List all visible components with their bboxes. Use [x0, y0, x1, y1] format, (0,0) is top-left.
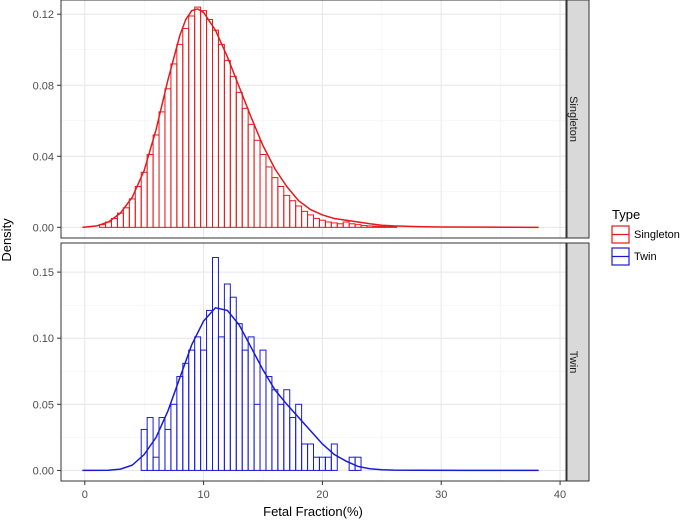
strip-background — [566, 242, 590, 482]
y-tick-label: 0.12 — [33, 9, 54, 21]
x-tick-label: 40 — [554, 489, 566, 501]
legend-label-singleton: Singleton — [634, 229, 680, 241]
histogram-bar — [384, 226, 392, 228]
strip-singleton: Singleton — [566, 0, 590, 239]
panel-background — [61, 243, 566, 481]
strip-label: Singleton — [567, 96, 579, 142]
panel-background — [61, 0, 566, 238]
histogram-bar — [146, 417, 154, 471]
y-axis-ticks: 0.00 0.04 0.08 0.12 — [33, 9, 61, 234]
y-tick-label: 0.15 — [33, 267, 54, 279]
x-tick-label: 10 — [197, 489, 209, 501]
x-axis-title: Fetal Fraction(%) — [263, 504, 363, 519]
histogram-bars — [99, 6, 398, 228]
panel-grid — [61, 243, 566, 481]
x-axis: 0 10 20 30 40 — [82, 481, 566, 501]
y-axis-ticks: 0.00 0.05 0.10 0.15 — [33, 267, 61, 477]
histogram-bar — [247, 336, 255, 471]
legend-title: Type — [612, 207, 640, 222]
y-tick-label: 0.00 — [33, 465, 54, 477]
histogram-bar — [390, 226, 398, 228]
panel-border — [60, 0, 567, 239]
panel-border — [60, 242, 567, 482]
panel-twin: 0.00 0.05 0.10 0.15 Twin — [33, 242, 590, 482]
x-tick-label: 0 — [82, 489, 88, 501]
y-axis-title: Density — [0, 218, 14, 262]
y-tick-label: 0.04 — [33, 151, 54, 163]
x-tick-label: 30 — [435, 489, 447, 501]
y-tick-label: 0.05 — [33, 399, 54, 411]
y-tick-label: 0.08 — [33, 80, 54, 92]
legend-item-twin: Twin — [611, 247, 657, 266]
x-tick-label: 20 — [316, 489, 328, 501]
legend-label-twin: Twin — [634, 251, 657, 263]
histogram-bar — [295, 403, 303, 471]
panel-singleton: 0.00 0.04 0.08 0.12 Singleton — [33, 0, 590, 239]
strip-label: Twin — [567, 351, 579, 374]
legend-item-singleton: Singleton — [611, 225, 680, 244]
y-tick-label: 0.10 — [33, 333, 54, 345]
strip-background — [566, 0, 590, 239]
density-curve — [82, 8, 539, 229]
density-curve — [82, 306, 539, 472]
histogram-bar — [378, 225, 386, 228]
histogram-bar — [330, 443, 338, 471]
strip-twin: Twin — [566, 242, 590, 482]
legend: Type Singleton Twin — [611, 207, 680, 266]
y-tick-label: 0.00 — [33, 222, 54, 234]
histogram-bar — [354, 456, 362, 471]
